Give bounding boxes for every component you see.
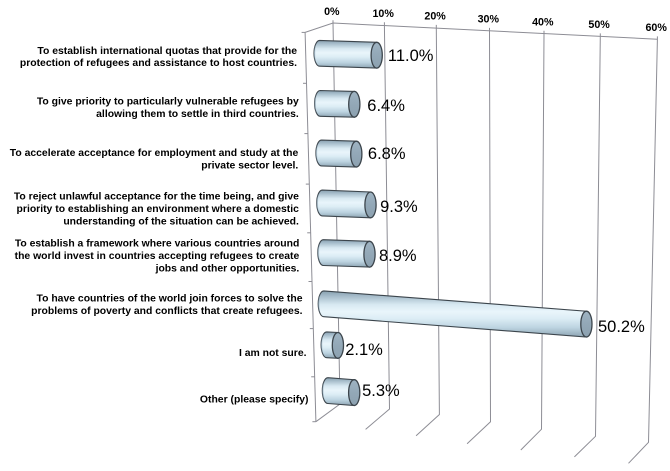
- svg-text:50.2%: 50.2%: [598, 318, 645, 336]
- svg-text:To establish a framework where: To establish a framework where various c…: [15, 239, 299, 250]
- svg-text:30%: 30%: [478, 14, 500, 26]
- svg-text:2.1%: 2.1%: [345, 341, 383, 359]
- svg-text:To have countries of the world: To have countries of the world join forc…: [37, 294, 303, 305]
- svg-text:0%: 0%: [324, 6, 340, 18]
- svg-text:8.9%: 8.9%: [379, 247, 417, 265]
- svg-text:9.3%: 9.3%: [380, 198, 418, 216]
- svg-text:11.0%: 11.0%: [388, 47, 434, 65]
- svg-text:allowing them to settle in thi: allowing them to settle in third countri…: [96, 109, 299, 120]
- svg-text:understanding of the situation: understanding of the situation can be ac…: [63, 216, 299, 227]
- svg-text:To establish international quo: To establish international quotas that p…: [37, 46, 297, 57]
- svg-text:private sector level.: private sector level.: [201, 160, 298, 171]
- svg-text:40%: 40%: [532, 17, 554, 29]
- svg-text:problems of poverty and confli: problems of poverty and conflicts that c…: [31, 306, 302, 317]
- svg-text:Other (please specify): Other (please specify): [200, 395, 309, 406]
- svg-text:10%: 10%: [372, 8, 394, 20]
- svg-text:protection of refugees and ass: protection of refugees and assistance to…: [20, 58, 297, 69]
- svg-text:20%: 20%: [424, 11, 446, 23]
- svg-text:To give priority to particular: To give priority to particularly vulnera…: [37, 97, 299, 108]
- svg-text:60%: 60%: [645, 22, 667, 34]
- svg-text:6.8%: 6.8%: [368, 145, 406, 163]
- svg-text:6.4%: 6.4%: [367, 97, 405, 115]
- svg-text:To reject unlawful acceptance: To reject unlawful acceptance for the ti…: [14, 192, 299, 203]
- svg-text:I am not sure.: I am not sure.: [239, 348, 307, 359]
- svg-text:To accelerate acceptance for e: To accelerate acceptance for employment …: [10, 148, 299, 159]
- svg-text:the world invest in countries: the world invest in countries accepting …: [15, 251, 300, 262]
- svg-text:5.3%: 5.3%: [362, 382, 400, 400]
- svg-text:jobs and other opportunities.: jobs and other opportunities.: [155, 263, 300, 274]
- svg-text:50%: 50%: [588, 19, 610, 31]
- svg-text:priority to establishing an en: priority to establishing an environment …: [17, 204, 300, 215]
